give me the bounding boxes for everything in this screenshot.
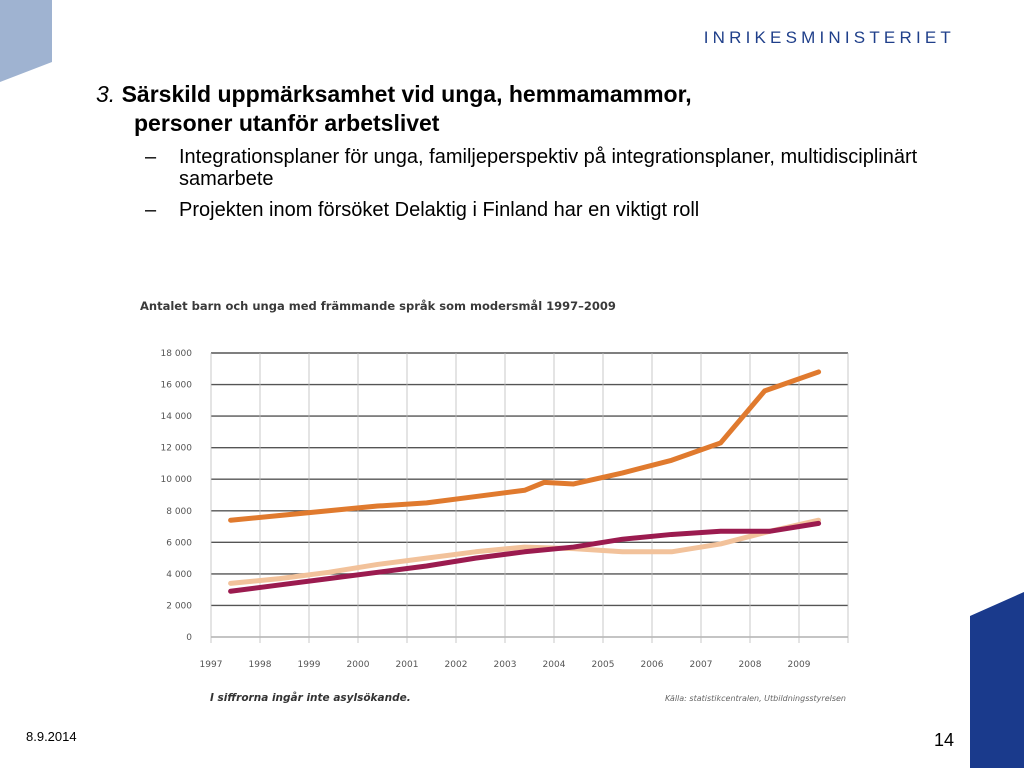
- bullet-text: Projekten inom försöket Delaktig i Finla…: [179, 199, 700, 221]
- x-tick-label: 2003: [494, 660, 517, 670]
- series-line: [228, 369, 822, 523]
- x-tick-label: 2004: [543, 660, 566, 670]
- x-tick-label: 1998: [249, 660, 272, 670]
- y-tick-label: 12 000: [161, 444, 193, 454]
- series-line: [228, 517, 822, 586]
- slide-heading: 3. Särskild uppmärksamhet vid unga, hemm…: [96, 80, 916, 138]
- ministry-logo-text: INRIKESMINISTERIET: [703, 28, 955, 47]
- chart-title: Antalet barn och unga med främmande språ…: [140, 299, 616, 313]
- page-number: 14: [933, 730, 954, 750]
- footer-date: 8.9.2014: [26, 729, 77, 744]
- x-tick-label: 1997: [200, 660, 223, 670]
- y-tick-label: 8 000: [166, 507, 192, 517]
- y-tick-label: 4 000: [166, 570, 192, 580]
- bullet-text: Integrationsplaner för unga, familjepers…: [179, 146, 918, 190]
- corner-decoration-top-left: [0, 0, 52, 82]
- bullet-dash: –: [145, 199, 157, 221]
- chart-series: [228, 369, 822, 594]
- series-line: [228, 520, 822, 594]
- x-tick-label: 2005: [592, 660, 615, 670]
- x-tick-label: 2000: [347, 660, 370, 670]
- chart-source: Källa: statistikcentralen, Utbildningsst…: [665, 694, 846, 703]
- x-tick-label: 2002: [445, 660, 468, 670]
- y-tick-label: 2 000: [166, 601, 192, 611]
- heading-line-1: Särskild uppmärksamhet vid unga, hemmama…: [121, 81, 692, 107]
- x-tick-label: 2009: [788, 660, 811, 670]
- bullet-dash: –: [145, 146, 157, 168]
- y-tick-label: 18 000: [161, 349, 193, 359]
- heading-number: 3.: [96, 81, 116, 107]
- x-tick-label: 2007: [690, 660, 713, 670]
- x-tick-label: 2001: [396, 660, 419, 670]
- y-tick-label: 0: [186, 633, 192, 643]
- corner-decoration-bottom-right: [966, 592, 1024, 768]
- y-tick-label: 16 000: [161, 381, 193, 391]
- y-tick-label: 14 000: [161, 412, 193, 422]
- x-tick-label: 2006: [641, 660, 664, 670]
- chart-grid: [210, 352, 849, 643]
- bullet-item: – Integrationsplaner för unga, familjepe…: [145, 146, 955, 190]
- y-tick-label: 10 000: [161, 475, 193, 485]
- x-tick-label: 1999: [298, 660, 321, 670]
- chart-note: I siffrorna ingår inte asylsökande.: [210, 691, 411, 704]
- chart-axes: 0 2 000 4 000 6 000 8 000 10 000 12 000 14 000 1…: [161, 349, 811, 670]
- y-tick-label: 6 000: [166, 538, 192, 548]
- bullet-item: – Projekten inom försöket Delaktig i Fin…: [145, 199, 955, 221]
- x-tick-label: 2008: [739, 660, 762, 670]
- heading-line-2: personer utanför arbetslivet: [134, 110, 440, 136]
